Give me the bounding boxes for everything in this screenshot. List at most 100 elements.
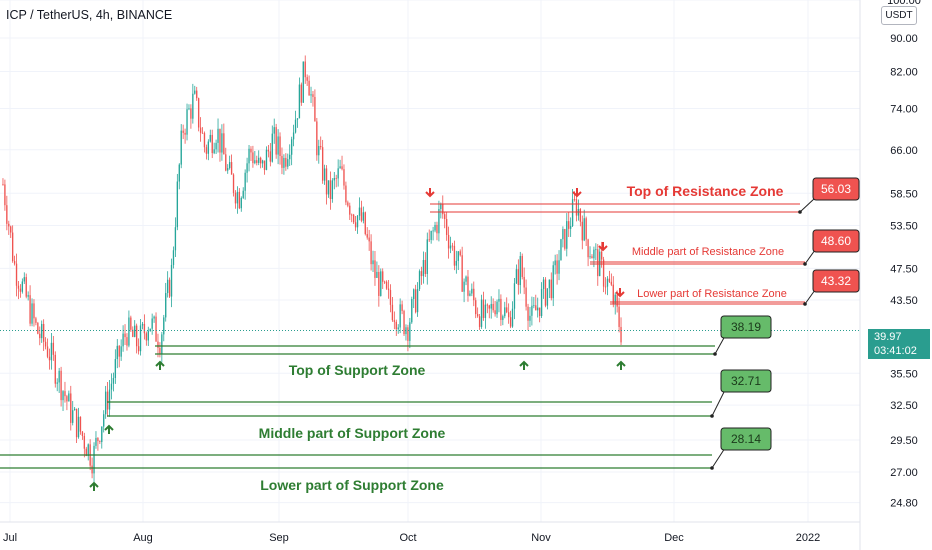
up-arrow-icon-head	[155, 360, 165, 367]
callout-dot	[798, 210, 802, 214]
candle-body	[407, 327, 409, 341]
candle-body	[494, 310, 496, 315]
y-tick-label: 82.00	[890, 67, 918, 79]
down-arrow-icon-head	[425, 191, 435, 198]
candle-body	[41, 323, 43, 339]
candle-body	[190, 108, 192, 119]
candle-body	[316, 121, 318, 156]
candle-body	[469, 293, 471, 296]
y-axis: 100.00 90.00 82.00 74.00 66.00 58.50 53.50 47.5…	[859, 0, 932, 550]
candle-body	[529, 315, 531, 321]
candle-body	[159, 347, 161, 355]
candle-body	[199, 127, 202, 133]
candle-body	[434, 224, 436, 231]
candle-body	[17, 285, 20, 289]
candle-body	[351, 214, 353, 216]
candle-body	[538, 307, 541, 316]
candle-body	[6, 205, 8, 224]
candle-body	[453, 245, 456, 266]
candle-body	[366, 234, 368, 238]
down-arrow-icon	[615, 288, 625, 298]
support-value-text: 28.14	[731, 432, 761, 446]
candle-body	[399, 304, 401, 328]
up-arrow-icon	[104, 424, 114, 434]
y-axis-background	[860, 0, 932, 550]
candle-body	[230, 162, 233, 175]
candle-body	[422, 260, 425, 277]
candle-body	[234, 192, 237, 204]
candle-body	[560, 239, 562, 261]
support-value-text: 32.71	[731, 374, 761, 388]
candle-body	[445, 219, 448, 235]
candle-body	[194, 90, 196, 94]
candle-body	[461, 255, 463, 292]
candle-body	[137, 346, 140, 352]
candle-body	[114, 359, 117, 378]
y-tick-label: 66.00	[890, 145, 918, 157]
candle-body	[157, 341, 159, 348]
candle-body	[52, 342, 55, 355]
candle-body	[273, 127, 275, 134]
candle-body	[597, 249, 599, 277]
candle-body	[606, 278, 609, 287]
candle-body	[118, 345, 120, 357]
candle-body	[389, 290, 392, 305]
candle-body	[471, 288, 473, 294]
candle-body	[73, 408, 76, 411]
candle-body	[451, 245, 454, 247]
down-arrow-icon	[572, 188, 582, 198]
candle-body	[368, 237, 370, 242]
candle-body	[509, 317, 512, 327]
candle-body	[141, 323, 144, 326]
candle-body	[517, 269, 520, 286]
callout-dot	[710, 414, 714, 418]
candle-countdown: 03:41:02	[874, 345, 917, 357]
y-tick-label: 32.50	[890, 400, 918, 412]
candle-body	[128, 317, 130, 346]
candle-body	[58, 370, 60, 383]
candle-body	[149, 328, 151, 332]
candle-body	[143, 323, 146, 334]
candle-body	[571, 199, 574, 227]
candle-body	[308, 80, 310, 96]
candle-body	[478, 316, 481, 327]
currency-button[interactable]: USDT	[881, 6, 917, 25]
x-axis: Jul Aug Sep Oct Nov Dec 2022	[0, 521, 932, 544]
candle-body	[616, 294, 618, 307]
candle-body	[56, 382, 58, 384]
candle-body	[72, 410, 74, 423]
callout-pointer	[799, 197, 816, 213]
candle-body	[48, 356, 51, 361]
candle-body	[11, 232, 14, 262]
support-value-callout: 32.71	[720, 369, 772, 393]
candle-body	[473, 288, 475, 301]
candle-body	[46, 346, 49, 357]
resistance-zone-label: Top of Resistance Zone	[627, 183, 784, 199]
support-value-callout: 28.14	[720, 427, 772, 451]
support-value-box	[720, 315, 772, 339]
candle-body	[391, 304, 394, 321]
support-zone-label: Lower part of Support Zone	[260, 477, 444, 493]
candle-body	[426, 239, 428, 274]
up-arrow-icon-head	[616, 360, 626, 367]
candle-body	[91, 465, 93, 474]
callout-dot	[710, 466, 714, 470]
candle-body	[197, 98, 200, 128]
candle-body	[77, 416, 80, 438]
candle-body	[393, 320, 396, 322]
up-arrow-icon	[89, 481, 99, 491]
candle-body	[139, 325, 142, 352]
candle-body	[537, 307, 539, 311]
resistance-value-text: 43.32	[821, 274, 851, 288]
resistance-value-callout: 43.32	[812, 269, 860, 293]
candle-body	[364, 212, 366, 235]
candle-body	[256, 160, 258, 163]
candle-body	[595, 249, 597, 251]
candle-body	[352, 214, 355, 223]
candle-body	[23, 277, 25, 282]
candle-body	[306, 77, 308, 81]
candle-body	[196, 90, 198, 99]
candle-body	[329, 180, 332, 200]
candle-body	[321, 147, 324, 181]
